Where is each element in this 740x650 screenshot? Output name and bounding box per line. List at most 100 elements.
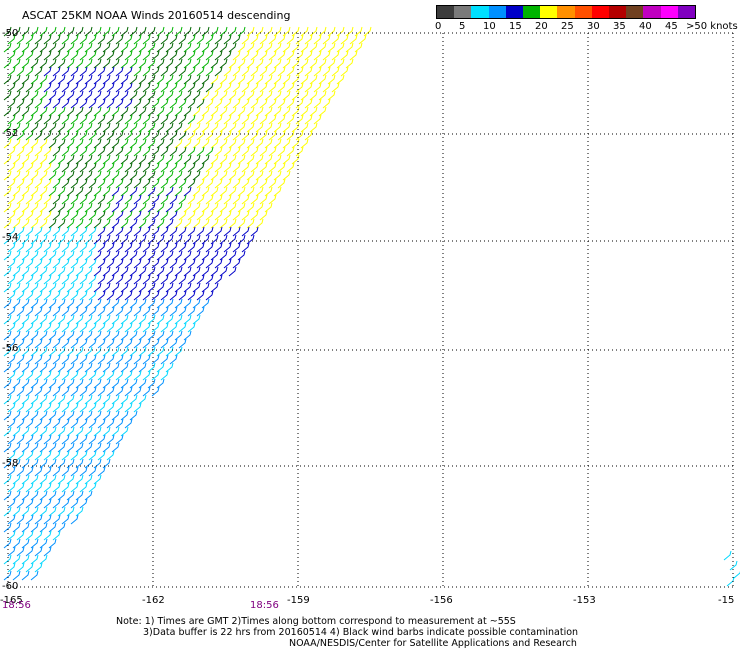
wind-barb (30, 106, 39, 117)
wind-barb (93, 378, 102, 389)
wind-barb (273, 154, 282, 165)
wind-barb (138, 202, 147, 213)
wind-barb (183, 314, 192, 325)
wind-barb (30, 266, 39, 277)
wind-barb (322, 34, 331, 45)
wind-barb (169, 98, 178, 109)
wind-barb (309, 42, 318, 53)
wind-barb (241, 98, 250, 109)
wind-barb (97, 146, 106, 157)
wind-barb (88, 162, 97, 173)
wind-barb (3, 202, 12, 213)
wind-barb (291, 42, 300, 53)
wind-barb (16, 162, 25, 173)
wind-barb (133, 98, 142, 109)
wind-barb (61, 178, 70, 189)
wind-barb (70, 274, 79, 285)
wind-barb (30, 250, 39, 261)
wind-barb (115, 418, 124, 429)
wind-barb (228, 202, 237, 213)
wind-barb (183, 250, 192, 261)
wind-barb (129, 378, 138, 389)
wind-barb (192, 298, 201, 309)
wind-barb (52, 210, 61, 221)
wind-barb (106, 226, 115, 237)
wind-barb (30, 554, 39, 565)
wind-barb (61, 162, 70, 173)
wind-barb (66, 186, 75, 197)
wind-barb (39, 218, 48, 229)
wind-barb (151, 242, 160, 253)
wind-barb (102, 74, 111, 85)
wind-barb (12, 298, 21, 309)
wind-barb (75, 74, 84, 85)
wind-barb (196, 50, 205, 61)
wind-barb (309, 74, 318, 85)
time-label-left: 18:56 (2, 600, 31, 611)
wind-barb (165, 250, 174, 261)
wind-barb (183, 122, 192, 133)
wind-barb (66, 330, 75, 341)
wind-barb (327, 58, 336, 69)
wind-barb (124, 386, 133, 397)
wind-barb (79, 130, 88, 141)
wind-barb (61, 434, 70, 445)
wind-barb (201, 58, 210, 69)
wind-barb (129, 346, 138, 357)
wind-barb (30, 490, 39, 501)
wind-barb (30, 522, 39, 533)
wind-barb (250, 194, 259, 205)
wind-barb (93, 346, 102, 357)
wind-barb (30, 570, 39, 581)
wind-barb (93, 474, 102, 485)
wind-barb (237, 74, 246, 85)
legend-label-10: 10 (483, 21, 496, 32)
wind-barb (147, 202, 156, 213)
wind-barb (160, 146, 169, 157)
wind-barb (57, 202, 66, 213)
wind-barb (210, 26, 219, 37)
wind-barb (3, 42, 12, 53)
legend-label-25: 25 (561, 21, 574, 32)
wind-barb (129, 202, 138, 213)
wind-barb (75, 314, 84, 325)
wind-barb (7, 242, 16, 253)
wind-barb (16, 50, 25, 61)
wind-barb (39, 522, 48, 533)
wind-barb (102, 26, 111, 37)
wind-barb (43, 514, 52, 525)
wind-barb (304, 130, 313, 141)
wind-barb (160, 194, 169, 205)
wind-barb (237, 122, 246, 133)
wind-barb (39, 474, 48, 485)
wind-barb (282, 170, 291, 181)
wind-barb (111, 138, 120, 149)
wind-barb (174, 314, 183, 325)
wind-barb (12, 138, 21, 149)
wind-barb (147, 362, 156, 373)
wind-barb (142, 386, 151, 397)
wind-barb (93, 138, 102, 149)
wind-barb (147, 58, 156, 69)
wind-barb (147, 138, 156, 149)
wind-barb (34, 498, 43, 509)
wind-barb (61, 34, 70, 45)
wind-barb (183, 90, 192, 101)
wind-barb (39, 506, 48, 517)
wind-barb (57, 170, 66, 181)
wind-barb (232, 82, 241, 93)
wind-barb (228, 170, 237, 181)
wind-barb (97, 50, 106, 61)
wind-barb (354, 42, 363, 53)
wind-barb (84, 378, 93, 389)
wind-barb (169, 162, 178, 173)
wind-barb (250, 34, 259, 45)
lon-label-150: -15 (718, 595, 734, 606)
wind-barb (187, 178, 196, 189)
wind-barb (291, 106, 300, 117)
wind-barb (102, 410, 111, 421)
wind-barb (97, 178, 106, 189)
wind-barb (304, 66, 313, 77)
wind-barb (160, 210, 169, 221)
lon-label-162: -162 (142, 595, 165, 606)
